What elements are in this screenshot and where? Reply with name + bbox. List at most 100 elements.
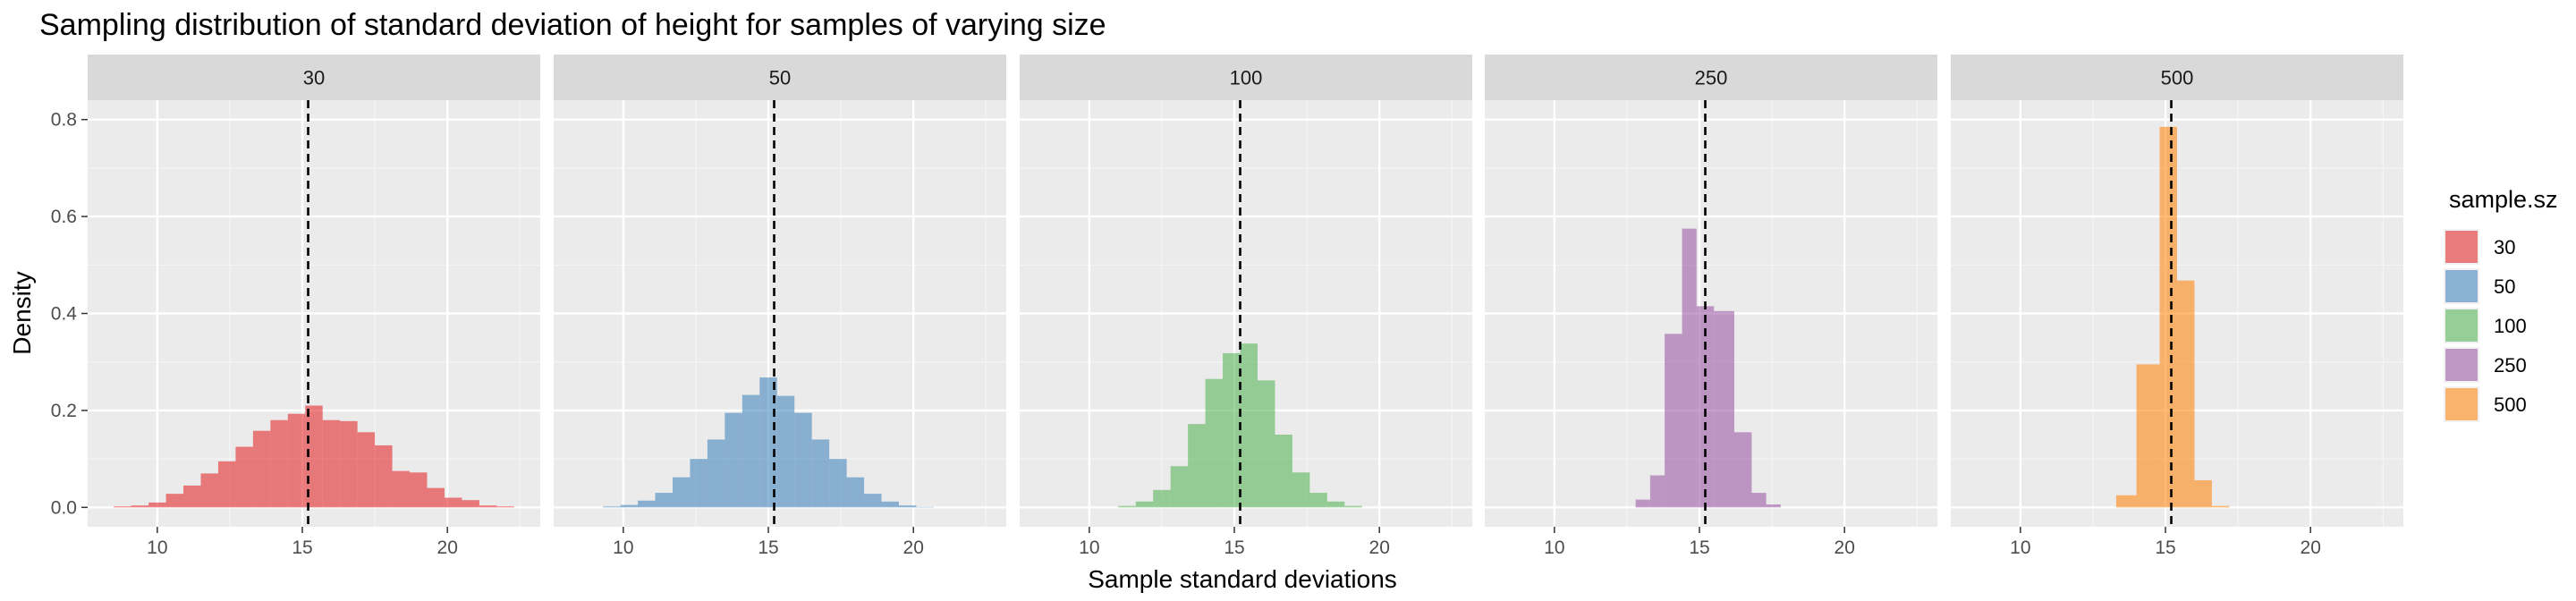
facet-strip-label: 30 [303, 67, 325, 89]
histogram-bar [741, 394, 760, 508]
x-tick-label: 15 [292, 538, 312, 558]
histogram-bar [2194, 479, 2212, 508]
histogram-bar [690, 459, 708, 508]
histogram-bar [1326, 501, 1345, 508]
histogram-bar [165, 494, 184, 508]
histogram-bar [410, 472, 428, 508]
histogram-bar [898, 505, 917, 508]
histogram-bar [357, 432, 376, 508]
histogram-bar [1135, 501, 1154, 508]
legend-key-50 [2445, 270, 2478, 302]
histogram-bar [217, 461, 236, 508]
legend-label-250: 250 [2494, 354, 2527, 377]
facet-panel-30: 30 10 15 20 [88, 55, 540, 558]
x-tick-label: 20 [437, 538, 458, 558]
histogram-bar [655, 493, 673, 508]
histogram-bar [235, 446, 253, 508]
histogram-bar [864, 494, 882, 508]
histogram-bar [1275, 435, 1292, 508]
histogram-bar [183, 485, 201, 508]
y-tick-label: 0.0 [51, 497, 77, 518]
facet-strip [1951, 55, 2403, 100]
y-axis: 0.0 0.2 0.4 0.6 0.8 [51, 110, 88, 518]
legend-key-500 [2445, 388, 2478, 420]
x-tick-label: 10 [613, 538, 633, 558]
histogram-bar [603, 506, 621, 508]
facet-strip [554, 55, 1006, 100]
histogram-bar [200, 473, 218, 508]
legend-label-30: 30 [2494, 236, 2515, 258]
histogram-bar [620, 504, 639, 508]
histogram-bar [287, 413, 306, 508]
facet-strip-label: 250 [1695, 67, 1728, 89]
histogram-bar [707, 439, 725, 508]
histogram-bar [1223, 352, 1241, 508]
x-tick-label: 15 [1224, 538, 1244, 558]
facet-panel-500: 500 10 15 20 [1951, 55, 2403, 558]
histogram-bar [2159, 126, 2177, 508]
x-tick-label: 20 [1369, 538, 1390, 558]
histogram-bar [252, 430, 271, 508]
histogram-bar [1292, 472, 1310, 508]
histogram-bar [1766, 504, 1781, 508]
y-tick-label: 0.8 [51, 110, 77, 131]
chart-title: Sampling distribution of standard deviat… [39, 8, 1106, 42]
histogram-bar [1188, 424, 1206, 508]
facet-strip-label: 100 [1230, 67, 1263, 89]
facet-strip [88, 55, 540, 100]
histogram-bar [1118, 505, 1136, 508]
legend: sample.sz 30 50 100 250 500 [2444, 186, 2558, 422]
histogram-bar [444, 497, 462, 508]
histogram-bar [916, 506, 934, 508]
y-tick-label: 0.6 [51, 207, 77, 227]
histogram-bar [829, 459, 847, 508]
legend-label-50: 50 [2494, 275, 2515, 298]
facet-panel-100: 100 10 15 20 [1020, 55, 1472, 558]
histogram-bar [1257, 380, 1275, 508]
histogram-bar [427, 487, 445, 508]
x-tick-label: 15 [1689, 538, 1709, 558]
legend-label-500: 500 [2494, 394, 2527, 416]
y-tick-label: 0.4 [51, 304, 78, 325]
histogram-bar [794, 412, 812, 508]
y-tick-label: 0.2 [51, 401, 77, 421]
legend-title: sample.sz [2449, 186, 2558, 213]
histogram-bar [2211, 505, 2230, 508]
histogram-bar [1714, 310, 1734, 508]
histogram-bar [1733, 432, 1752, 508]
facet-panel-250: 250 10 15 20 [1485, 55, 1937, 558]
histogram-bar [724, 412, 742, 508]
histogram-bar [375, 444, 393, 508]
histogram-bar [776, 395, 795, 508]
legend-label-100: 100 [2494, 315, 2527, 337]
histogram-bar [1309, 493, 1327, 508]
histogram-bar [1205, 378, 1224, 508]
x-tick-label: 15 [2155, 538, 2175, 558]
x-axis-title: Sample standard deviations [1088, 565, 1397, 593]
x-tick-label: 20 [1835, 538, 1855, 558]
x-tick-label: 10 [2010, 538, 2030, 558]
facet-strip [1485, 55, 1937, 100]
histogram-bar [322, 419, 341, 508]
histogram-bar [1649, 475, 1665, 508]
x-tick-label: 15 [758, 538, 778, 558]
x-tick-label: 10 [1079, 538, 1099, 558]
histogram-bar [462, 500, 479, 508]
histogram-bar [305, 405, 323, 508]
histogram-bar [496, 506, 514, 508]
facet-strip [1020, 55, 1472, 100]
histogram-bar [1751, 493, 1767, 508]
histogram-bar [1170, 466, 1189, 508]
histogram-bar [1635, 499, 1650, 508]
histogram-bar [1665, 334, 1682, 508]
x-tick-label: 10 [147, 538, 167, 558]
histogram-bar [148, 502, 166, 508]
facet-strip-label: 500 [2161, 67, 2194, 89]
histogram-bar [881, 501, 899, 508]
histogram-bar [2177, 280, 2195, 508]
histogram-bar [1344, 505, 1362, 508]
histogram-bar [2136, 364, 2160, 508]
histogram-bar [1240, 343, 1258, 508]
